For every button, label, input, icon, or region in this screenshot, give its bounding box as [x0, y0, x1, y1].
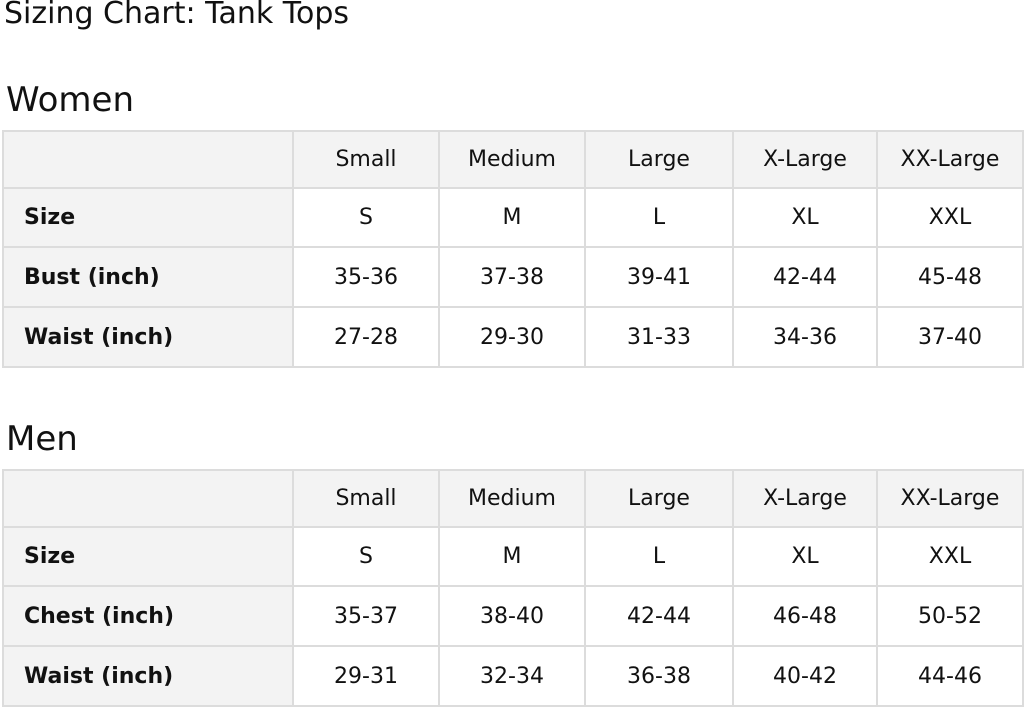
column-header: Large: [584, 130, 734, 189]
table-cell: 50-52: [876, 585, 1024, 647]
row-label: Size: [2, 187, 294, 248]
table-cell: 35-36: [292, 246, 440, 308]
table-cell: 38-40: [438, 585, 586, 647]
column-header: X-Large: [732, 130, 878, 189]
women-heading: Women: [6, 80, 135, 120]
row-label: Size: [2, 526, 294, 587]
row-label: Waist (inch): [2, 645, 294, 707]
table-cell: 36-38: [584, 645, 734, 707]
table-cell: 45-48: [876, 246, 1024, 308]
table-row: Chest (inch) 35-37 38-40 42-44 46-48 50-52: [2, 585, 1024, 647]
table-cell: XXL: [876, 187, 1024, 248]
column-header: X-Large: [732, 469, 878, 528]
men-size-table: Small Medium Large X-Large XX-Large Size S M L XL…: [2, 469, 1024, 707]
table-cell: XL: [732, 526, 878, 587]
table-cell: XXL: [876, 526, 1024, 587]
table-cell: 44-46: [876, 645, 1024, 707]
table-cell: 27-28: [292, 306, 440, 368]
row-label: Bust (inch): [2, 246, 294, 308]
table-cell: 35-37: [292, 585, 440, 647]
column-header: XX-Large: [876, 130, 1024, 189]
table-cell: S: [292, 526, 440, 587]
header-row: Small Medium Large X-Large XX-Large: [2, 469, 1024, 528]
page-title: Sizing Chart: Tank Tops: [4, 0, 350, 31]
table-cell: 29-31: [292, 645, 440, 707]
row-label: Chest (inch): [2, 585, 294, 647]
column-header: XX-Large: [876, 469, 1024, 528]
table-cell: M: [438, 526, 586, 587]
table-cell: 37-40: [876, 306, 1024, 368]
table-cell: 32-34: [438, 645, 586, 707]
header-row: Small Medium Large X-Large XX-Large: [2, 130, 1024, 189]
table-cell: 31-33: [584, 306, 734, 368]
table-cell: 42-44: [584, 585, 734, 647]
table-cell: 39-41: [584, 246, 734, 308]
column-header: [2, 469, 294, 528]
table-cell: XL: [732, 187, 878, 248]
women-size-table: Small Medium Large X-Large XX-Large Size S M L XL…: [2, 130, 1024, 368]
men-heading: Men: [6, 419, 78, 459]
column-header: Small: [292, 130, 440, 189]
table-cell: S: [292, 187, 440, 248]
column-header: [2, 130, 294, 189]
table-cell: 34-36: [732, 306, 878, 368]
table-cell: 42-44: [732, 246, 878, 308]
table-row: Waist (inch) 29-31 32-34 36-38 40-42 44-46: [2, 645, 1024, 707]
table-cell: L: [584, 526, 734, 587]
row-label: Waist (inch): [2, 306, 294, 368]
table-cell: 40-42: [732, 645, 878, 707]
column-header: Large: [584, 469, 734, 528]
table-row: Waist (inch) 27-28 29-30 31-33 34-36 37-40: [2, 306, 1024, 368]
table-cell: L: [584, 187, 734, 248]
column-header: Small: [292, 469, 440, 528]
table-cell: 46-48: [732, 585, 878, 647]
table-row: Size S M L XL XXL: [2, 187, 1024, 248]
table-cell: 29-30: [438, 306, 586, 368]
table-row: Bust (inch) 35-36 37-38 39-41 42-44 45-48: [2, 246, 1024, 308]
table-cell: M: [438, 187, 586, 248]
column-header: Medium: [438, 130, 586, 189]
column-header: Medium: [438, 469, 586, 528]
table-cell: 37-38: [438, 246, 586, 308]
table-row: Size S M L XL XXL: [2, 526, 1024, 587]
